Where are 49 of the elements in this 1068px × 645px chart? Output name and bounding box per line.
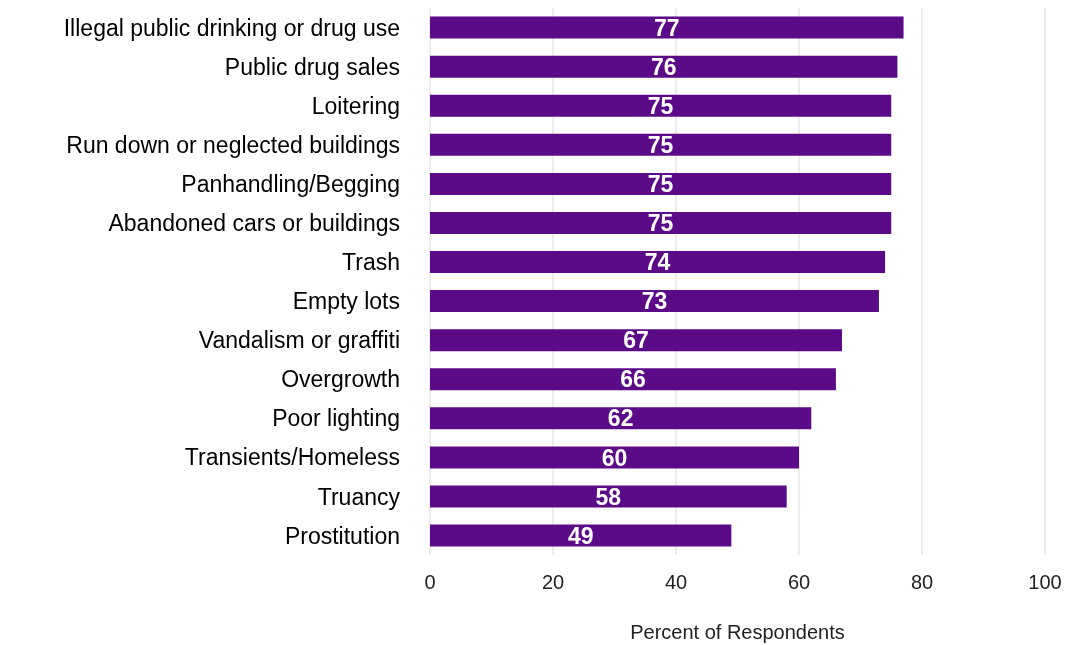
- data-label: 75: [647, 131, 674, 158]
- x-tick-label: 20: [541, 571, 565, 594]
- bar: [430, 94, 892, 117]
- data-label: 62: [607, 405, 634, 432]
- x-tick-label: 60: [787, 571, 811, 594]
- x-tick-label: 40: [664, 571, 688, 594]
- x-tick-label: 0: [424, 571, 436, 594]
- bar: [430, 251, 886, 274]
- x-tick-label: 80: [910, 571, 934, 594]
- x-axis-title: Percent of Respondents: [630, 621, 845, 643]
- y-tick-label: Truancy: [317, 483, 401, 510]
- data-label: 60: [601, 444, 628, 471]
- bar: [430, 211, 892, 234]
- data-label: 76: [650, 53, 677, 80]
- data-label: 75: [647, 210, 674, 237]
- y-tick-label: Poor lighting: [272, 405, 400, 432]
- y-tick-label: Vandalism or graffiti: [198, 327, 400, 354]
- bar: [430, 329, 843, 352]
- data-label: 75: [647, 171, 674, 198]
- bar: [430, 446, 799, 469]
- data-label: 73: [641, 288, 668, 315]
- bar: [430, 133, 892, 156]
- y-tick-label: Transients/Homeless: [184, 444, 400, 471]
- y-tick-label: Illegal public drinking or drug use: [63, 14, 400, 41]
- data-label: 75: [647, 92, 674, 119]
- data-label: 77: [653, 14, 680, 41]
- y-tick-label: Public drug sales: [224, 53, 400, 80]
- bar: [430, 290, 879, 313]
- y-tick-label: Overgrowth: [281, 366, 400, 393]
- y-tick-label: Prostitution: [284, 522, 400, 549]
- data-label: 67: [623, 327, 649, 354]
- y-tick-label: Run down or neglected buildings: [66, 131, 400, 158]
- bar: [430, 407, 812, 430]
- bar: [430, 524, 732, 547]
- bar: [430, 16, 904, 39]
- data-label: 74: [644, 249, 671, 276]
- data-label: 66: [620, 366, 646, 393]
- bar: [430, 55, 898, 78]
- x-tick-label: 100: [1028, 571, 1062, 594]
- bar: [430, 172, 892, 195]
- bar: [430, 485, 787, 508]
- y-tick-label: Empty lots: [292, 288, 400, 315]
- y-tick-label: Loitering: [311, 92, 400, 119]
- data-label: 49: [567, 522, 594, 549]
- data-label: 58: [595, 483, 622, 510]
- bar: [430, 368, 836, 391]
- y-tick-label: Trash: [342, 249, 400, 276]
- y-tick-label: Abandoned cars or buildings: [108, 210, 400, 237]
- y-tick-label: Panhandling/Begging: [181, 170, 400, 197]
